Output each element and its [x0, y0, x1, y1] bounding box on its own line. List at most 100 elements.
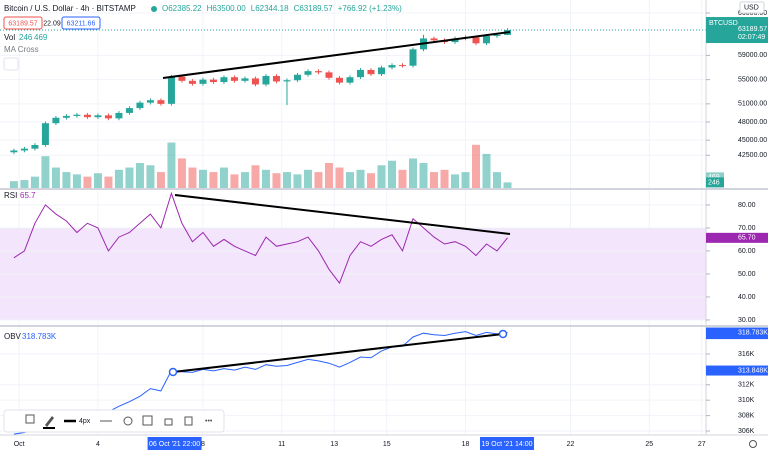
collapse-button[interactable]	[3, 57, 19, 71]
value-badge	[706, 365, 768, 376]
toolbar-alert[interactable]	[142, 415, 153, 426]
candle-body	[31, 145, 39, 149]
status-dot	[151, 6, 157, 12]
volume-bar	[451, 174, 460, 188]
ohlc-value: C63189.57	[294, 4, 334, 13]
volume-bar	[156, 172, 165, 188]
rsi-value: 65.7	[20, 191, 36, 200]
y-tick-label: 70.00	[738, 225, 756, 232]
ma-legend: MA Cross	[4, 45, 39, 54]
y-tick-label: 51000.00	[738, 101, 767, 108]
volume-bar	[387, 160, 396, 188]
toolbar-delete[interactable]	[184, 416, 193, 426]
candle-body	[241, 78, 249, 81]
x-tick-label: 13	[330, 441, 338, 448]
candle-body	[304, 71, 312, 75]
candle-body	[262, 75, 270, 85]
candle-body	[146, 100, 154, 103]
candle-body	[115, 112, 123, 119]
obv-value: 318.783K	[22, 332, 57, 341]
volume-bar	[261, 169, 270, 188]
settings-icon[interactable]	[749, 440, 757, 448]
candle-body	[398, 65, 406, 67]
candle-body	[346, 77, 354, 83]
currency-button[interactable]	[739, 1, 765, 14]
candle-body	[430, 38, 438, 41]
y-tick-label: 48000.00	[738, 119, 767, 126]
y-tick-label: 50.00	[738, 271, 756, 278]
x-tick-label: Oct	[14, 441, 25, 448]
candle-body	[335, 77, 343, 83]
volume-bar	[9, 181, 18, 188]
trend-line	[172, 333, 504, 373]
volume-bar	[398, 169, 407, 188]
last-value-label: 65.70	[738, 235, 756, 242]
x-tick-label: 4	[96, 441, 100, 448]
volume-bar	[146, 165, 155, 188]
y-tick-label: 310K	[738, 397, 755, 404]
y-tick-label: 45000.00	[738, 137, 767, 144]
volume-bar	[356, 169, 365, 188]
volume-bar	[30, 176, 39, 188]
candle-body	[314, 71, 322, 73]
candle-body	[188, 80, 196, 84]
crosshair-time-box	[479, 437, 534, 450]
anchor[interactable]	[498, 329, 508, 339]
sell-button[interactable]	[3, 16, 43, 30]
candle-body	[325, 72, 333, 78]
volume-bar	[125, 167, 134, 188]
indicator-line	[13, 191, 508, 285]
y-tick-label: 306K	[738, 428, 755, 435]
ohlc-header: O62385.22 H63500.00 L62344.18 C63189.57 +766…	[162, 4, 402, 13]
candle-body	[199, 79, 207, 84]
toolbar-lock[interactable]	[164, 418, 173, 426]
candle-body	[293, 74, 301, 81]
symbol-badge: BTCUSD	[709, 20, 738, 27]
x-tick-label: 18	[462, 441, 470, 448]
candle-body	[136, 102, 144, 109]
candle-body	[10, 150, 18, 153]
marks	[0, 28, 706, 435]
candle-body	[272, 75, 280, 82]
last-value-badge	[706, 232, 768, 243]
last-value-label: 318.783K	[738, 329, 768, 336]
buy-price: 63211.66	[67, 20, 96, 27]
volume-bar	[135, 163, 144, 188]
y-tick-label: 312K	[738, 382, 755, 389]
candle-body	[178, 76, 186, 81]
x-tick-label: 22	[567, 441, 575, 448]
toolbar-icon[interactable]	[25, 414, 35, 424]
toolbar-settings[interactable]	[123, 416, 133, 426]
volume-bar	[114, 169, 123, 188]
toolbar-more[interactable]: •••	[205, 418, 213, 425]
y-tick-label: 59000.00	[738, 52, 767, 59]
volume-bar	[188, 167, 197, 188]
candle-body	[104, 115, 112, 119]
y-tick-label: 30.00	[738, 317, 756, 324]
buy-button[interactable]	[61, 16, 101, 30]
volume-bar	[167, 142, 176, 188]
candle-body	[220, 77, 228, 83]
ohlc-value: L62344.18	[251, 4, 289, 13]
volume-bar	[293, 174, 302, 188]
y-tick-label: 308K	[738, 412, 755, 419]
candle-body	[125, 108, 133, 113]
volume-bar	[408, 158, 417, 188]
volume-bar	[51, 167, 60, 188]
x-tick-label: 27	[698, 441, 706, 448]
toolbar-icon[interactable]	[45, 416, 54, 427]
volume-bar	[62, 172, 71, 188]
volume-bar	[251, 165, 260, 188]
line-width: 4px	[79, 418, 91, 425]
volume-bar	[482, 153, 491, 188]
candle-body	[493, 34, 501, 37]
volume-bar	[104, 176, 113, 188]
candle-body	[483, 36, 491, 44]
last-price-badge	[706, 17, 768, 44]
drawing-toolbar	[3, 409, 225, 433]
candle-body	[251, 78, 259, 85]
symbol-title: Bitcoin / U.S. Dollar · 4h · BITSTAMP	[4, 4, 136, 13]
volume-badge	[706, 172, 724, 183]
volume-bar	[209, 172, 218, 188]
anchor[interactable]	[168, 367, 178, 377]
